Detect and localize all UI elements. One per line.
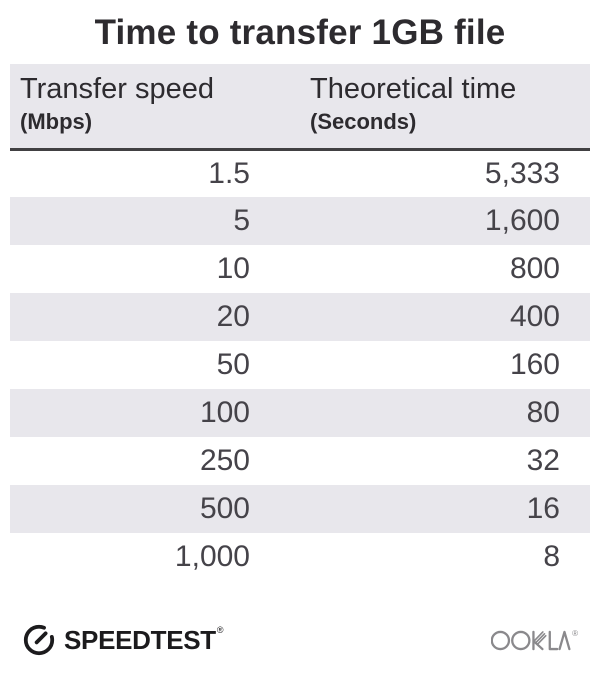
- speedtest-wordmark: SPEEDTEST: [64, 625, 216, 656]
- table-row: 250 32: [10, 437, 590, 485]
- table-body: 1.5 5,333 5 1,600 10 800 20 400 50 160 1…: [10, 149, 590, 581]
- gauge-needle: [34, 631, 48, 645]
- table-row: 10 800: [10, 245, 590, 293]
- infographic: Time to transfer 1GB file Transfer speed…: [0, 13, 600, 677]
- speedtest-logo: SPEEDTEST ®: [22, 623, 224, 657]
- table-header: Transfer speed (Mbps) Theoretical time (…: [10, 63, 590, 151]
- speed-cell: 100: [199, 396, 250, 430]
- time-cell: 80: [526, 396, 560, 430]
- time-cell: 800: [509, 252, 560, 286]
- time-cell: 32: [526, 444, 560, 478]
- table-row: 5 1,600: [10, 197, 590, 246]
- footer: SPEEDTEST ® ®: [10, 623, 590, 657]
- transfer-speed-label: Transfer speed: [20, 72, 214, 105]
- table-row: 500 16: [10, 485, 590, 534]
- table-row: 20 400: [10, 293, 590, 342]
- ookla-wordmark-icon: [491, 630, 571, 651]
- speed-cell: 1.5: [208, 157, 250, 191]
- speed-cell: 50: [216, 348, 250, 382]
- transfer-speed-unit: (Mbps): [20, 108, 93, 134]
- time-cell: 8: [543, 540, 560, 574]
- registered-trademark-icon: ®: [216, 625, 224, 636]
- time-cell: 160: [509, 348, 560, 382]
- speed-cell: 250: [199, 444, 250, 478]
- table-row: 100 80: [10, 389, 590, 438]
- table-row: 1,000 8: [10, 533, 590, 581]
- ookla-letter-k-leg: [532, 640, 544, 651]
- transfer-time-table: Transfer speed (Mbps) Theoretical time (…: [10, 63, 590, 582]
- speed-cell: 1,000: [174, 540, 250, 574]
- ookla-letter-o2: [511, 630, 531, 651]
- speed-cell: 10: [216, 252, 250, 286]
- header-col-theoretical-time: Theoretical time (Seconds): [300, 63, 590, 151]
- ookla-letter-o1: [491, 630, 511, 651]
- header-col-transfer-speed: Transfer speed (Mbps): [10, 63, 300, 151]
- ookla-trademark-icon: ®: [572, 628, 578, 638]
- time-cell: 1,600: [484, 204, 560, 238]
- theoretical-time-unit: (Seconds): [310, 108, 417, 134]
- speed-cell: 5: [233, 204, 250, 238]
- time-cell: 5,333: [484, 157, 560, 191]
- table-row: 1.5 5,333: [10, 149, 590, 197]
- speedometer-gauge-icon: [23, 625, 55, 656]
- table-row: 50 160: [10, 341, 590, 389]
- time-cell: 16: [526, 492, 560, 526]
- speed-cell: 500: [199, 492, 250, 526]
- speed-cell: 20: [216, 300, 250, 334]
- theoretical-time-label: Theoretical time: [310, 72, 517, 105]
- ookla-letter-a: [558, 630, 571, 651]
- time-cell: 400: [509, 300, 560, 334]
- ookla-letter-k-arms: [533, 630, 547, 645]
- header-row: Transfer speed (Mbps) Theoretical time (…: [10, 63, 590, 151]
- ookla-logo: ®: [491, 628, 578, 653]
- page-title: Time to transfer 1GB file: [94, 13, 506, 52]
- ookla-letter-l: [548, 630, 559, 651]
